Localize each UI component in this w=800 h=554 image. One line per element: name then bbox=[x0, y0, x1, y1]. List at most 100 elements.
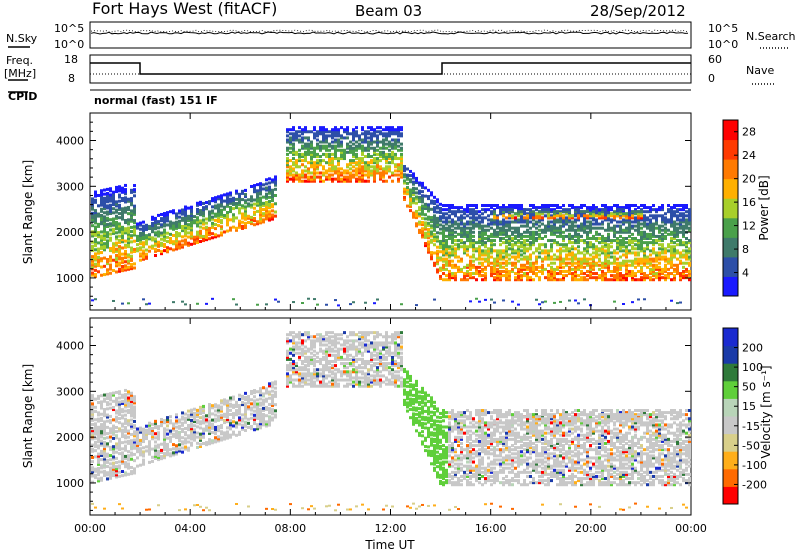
power-echo-cell bbox=[586, 245, 589, 249]
power-echo-cell bbox=[436, 256, 439, 260]
power-echo-cell bbox=[652, 263, 655, 267]
power-echo-cell bbox=[466, 278, 469, 282]
power-echo-cell bbox=[451, 247, 454, 251]
power-echo-cell bbox=[334, 169, 337, 173]
power-echo-cell bbox=[607, 212, 610, 216]
velocity-echo-cell bbox=[229, 404, 232, 408]
power-echo-cell bbox=[526, 239, 529, 243]
power-echo-cell bbox=[103, 219, 106, 223]
power-echo-cell bbox=[433, 210, 436, 214]
power-echo-cell bbox=[469, 239, 472, 243]
power-echo-cell bbox=[454, 251, 457, 255]
power-echo-cell bbox=[346, 179, 349, 183]
velocity-echo-cell bbox=[133, 399, 136, 403]
power-echo-cell bbox=[646, 247, 649, 251]
power-echo-cell bbox=[175, 220, 178, 224]
power-echo-cell bbox=[256, 203, 259, 207]
power-echo-cell bbox=[634, 243, 637, 247]
velocity-echo-cell bbox=[103, 393, 106, 397]
power-echo-cell bbox=[382, 146, 385, 150]
power-echo-cell bbox=[391, 144, 394, 148]
power-echo-cell bbox=[310, 179, 313, 183]
power-echo-cell bbox=[463, 226, 466, 230]
power-echo-cell bbox=[418, 200, 421, 204]
power-echo-cell bbox=[544, 267, 547, 271]
power-echo-cell bbox=[286, 163, 289, 167]
velocity-echo-cell bbox=[184, 445, 187, 449]
power-echo-cell bbox=[577, 226, 580, 230]
power-echo-cell bbox=[103, 227, 106, 231]
power-echo-cell bbox=[649, 234, 652, 238]
power-echo-cell bbox=[346, 169, 349, 173]
velocity-echo-cell bbox=[184, 447, 187, 451]
power-echo-cell bbox=[514, 249, 517, 253]
power-echo-cell bbox=[424, 217, 427, 221]
power-echo-cell bbox=[121, 252, 124, 256]
power-echo-cell bbox=[649, 269, 652, 273]
power-echo-cell bbox=[466, 204, 469, 208]
power-echo-cell bbox=[211, 221, 214, 225]
power-echo-cell bbox=[502, 255, 505, 259]
power-echo-cell bbox=[538, 216, 541, 220]
power-echo-cell bbox=[544, 257, 547, 261]
power-echo-cell bbox=[553, 222, 556, 226]
power-echo-cell bbox=[406, 177, 409, 181]
power-echo-cell bbox=[286, 148, 289, 152]
power-echo-cell bbox=[130, 225, 133, 229]
power-echo-cell bbox=[628, 208, 631, 212]
power-echo-cell bbox=[400, 132, 403, 136]
velocity-echo-cell bbox=[235, 413, 238, 417]
power-echo-cell bbox=[478, 261, 481, 265]
power-echo-cell bbox=[529, 243, 532, 247]
power-echo-cell bbox=[313, 136, 316, 140]
power-echo-cell bbox=[589, 267, 592, 271]
power-echo-cell bbox=[631, 216, 634, 220]
power-echo-cell bbox=[556, 241, 559, 245]
power-echo-cell bbox=[208, 218, 211, 222]
power-colorbar-swatch-2 bbox=[723, 237, 738, 258]
velocity-echo-cell bbox=[187, 417, 190, 421]
power-echo-cell bbox=[445, 267, 448, 271]
velocity-echo-cell bbox=[199, 407, 202, 411]
power-ground-cell bbox=[484, 298, 487, 301]
velocity-echo-cell bbox=[190, 425, 193, 429]
power-echo-cell bbox=[466, 236, 469, 240]
power-echo-cell bbox=[331, 132, 334, 136]
power-echo-cell bbox=[631, 245, 634, 249]
power-echo-cell bbox=[109, 271, 112, 275]
power-echo-cell bbox=[511, 251, 514, 255]
power-echo-cell bbox=[478, 257, 481, 261]
velocity-echo-cell bbox=[103, 455, 106, 459]
power-echo-cell bbox=[373, 130, 376, 134]
power-echo-cell bbox=[130, 199, 133, 203]
power-echo-cell bbox=[544, 210, 547, 214]
power-echo-cell bbox=[439, 274, 442, 278]
power-echo-cell bbox=[415, 209, 418, 213]
power-echo-cell bbox=[574, 206, 577, 210]
power-echo-cell bbox=[481, 224, 484, 228]
power-echo-cell bbox=[433, 202, 436, 206]
velocity-echo-cell bbox=[133, 426, 136, 430]
velocity-echo-cell bbox=[235, 402, 238, 406]
velocity-echo-cell bbox=[169, 421, 172, 425]
power-echo-cell bbox=[640, 210, 643, 214]
power-echo-cell bbox=[613, 232, 616, 236]
power-echo-cell bbox=[205, 225, 208, 229]
power-echo-cell bbox=[475, 204, 478, 208]
power-echo-cell bbox=[424, 202, 427, 206]
power-echo-cell bbox=[211, 225, 214, 229]
power-echo-cell bbox=[409, 209, 412, 213]
power-echo-cell bbox=[442, 247, 445, 251]
power-echo-cell bbox=[94, 262, 97, 266]
power-echo-cell bbox=[337, 171, 340, 175]
power-echo-cell bbox=[460, 269, 463, 273]
power-echo-cell bbox=[661, 269, 664, 273]
power-echo-cell bbox=[547, 251, 550, 255]
power-echo-cell bbox=[358, 171, 361, 175]
power-echo-cell bbox=[349, 146, 352, 150]
velocity-ground-cell bbox=[196, 503, 199, 506]
power-echo-cell bbox=[421, 233, 424, 237]
power-echo-cell bbox=[607, 263, 610, 267]
power-echo-cell bbox=[400, 154, 403, 158]
power-echo-cell bbox=[91, 213, 94, 217]
